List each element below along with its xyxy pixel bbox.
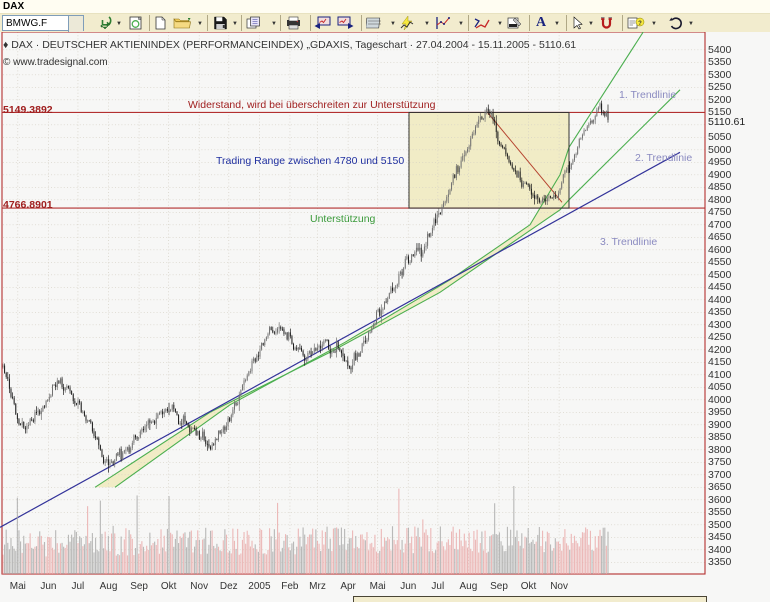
svg-text:?: ?	[638, 21, 642, 27]
